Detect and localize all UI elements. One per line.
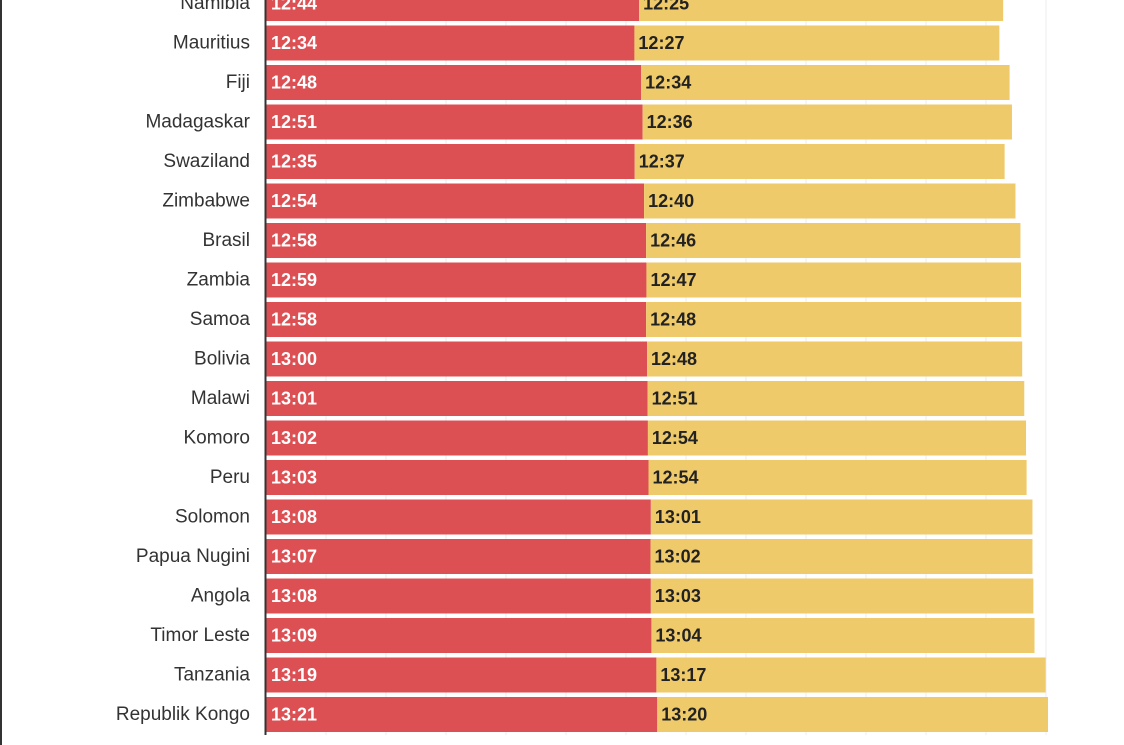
- data-label-second: 12:51: [652, 389, 698, 409]
- data-label-second: 12:34: [645, 73, 691, 93]
- bar-segment-first: [266, 183, 645, 219]
- bar-segment-first: [266, 341, 648, 377]
- bar-segment-first: [266, 65, 642, 100]
- bar-segment-first: [266, 697, 658, 732]
- bar-segment-first: [266, 104, 643, 140]
- category-label: Komoro: [183, 428, 250, 449]
- bar-segment-first: [266, 144, 635, 179]
- bar-segment-second: [647, 381, 1025, 416]
- data-label-first: 12:58: [271, 231, 317, 251]
- data-label-second: 13:20: [661, 705, 707, 725]
- category-label: Tanzania: [174, 665, 250, 686]
- data-label-second: 12:37: [639, 152, 685, 172]
- data-label-first: 12:58: [271, 310, 317, 330]
- data-label-first: 13:21: [271, 705, 317, 725]
- bar-segment-second: [650, 539, 1033, 574]
- data-label-first: 12:44: [271, 0, 317, 14]
- bar-segment-second: [642, 104, 1012, 140]
- bars: [266, 0, 1048, 732]
- data-label-second: 12:25: [643, 0, 689, 14]
- bar-segment-second: [650, 499, 1033, 535]
- bar-segment-second: [639, 0, 1004, 21]
- category-label: Swaziland: [163, 151, 250, 172]
- data-label-first: 13:19: [271, 665, 317, 685]
- category-label: Angola: [191, 586, 251, 607]
- category-label: Zimbabwe: [162, 191, 250, 212]
- bar-segment-second: [656, 657, 1046, 693]
- data-label-second: 12:46: [650, 231, 696, 251]
- bar-segment-second: [650, 578, 1034, 614]
- bar-segment-second: [657, 697, 1048, 732]
- category-label: Bolivia: [194, 349, 250, 370]
- data-label-second: 12:36: [647, 112, 693, 132]
- data-label-first: 13:02: [271, 428, 317, 448]
- bar-segment-second: [647, 341, 1023, 377]
- bar-segment-first: [266, 657, 657, 693]
- bar-segment-first: [266, 539, 651, 574]
- data-label-first: 12:35: [271, 152, 317, 172]
- data-label-second: 12:27: [638, 33, 684, 53]
- bar-segment-second: [646, 262, 1022, 298]
- category-label: Brasil: [202, 230, 250, 251]
- bar-segment-second: [646, 302, 1022, 337]
- data-label-second: 13:03: [655, 586, 701, 606]
- data-label-first: 13:07: [271, 547, 317, 567]
- bar-segment-first: [266, 302, 647, 337]
- data-label-second: 13:01: [655, 507, 701, 527]
- data-label-second: 12:48: [651, 349, 697, 369]
- bar-segment-first: [266, 499, 651, 535]
- data-label-second: 12:54: [652, 428, 698, 448]
- bar-segment-first: [266, 381, 648, 416]
- data-label-first: 12:59: [271, 270, 317, 290]
- data-label-first: 13:00: [271, 349, 317, 369]
- labels: Namibia 12:44 12:25 Mauritius 12:34 12:27 Fiji…: [116, 0, 707, 725]
- data-label-first: 13:01: [271, 389, 317, 409]
- bar-segment-second: [647, 420, 1027, 456]
- bar-segment-first: [266, 618, 652, 653]
- data-label-second: 13:17: [660, 665, 706, 685]
- bar-segment-second: [644, 183, 1016, 219]
- data-label-second: 12:48: [650, 310, 696, 330]
- data-label-second: 13:02: [655, 547, 701, 567]
- category-label: Malawi: [191, 388, 250, 409]
- bar-segment-first: [266, 223, 647, 258]
- bar-segment-first: [266, 420, 648, 456]
- data-label-first: 12:51: [271, 112, 317, 132]
- bar-segment-first: [266, 262, 647, 298]
- bar-segment-second: [634, 144, 1005, 179]
- bar-segment-second: [634, 25, 1000, 61]
- bar-segment-first: [266, 0, 640, 21]
- data-label-first: 12:54: [271, 191, 317, 211]
- category-label: Timor Leste: [150, 625, 250, 646]
- data-label-second: 12:47: [650, 270, 696, 290]
- category-label: Madagaskar: [145, 112, 250, 133]
- category-label: Peru: [210, 467, 250, 488]
- bar-segment-first: [266, 578, 651, 614]
- category-label: Solomon: [175, 507, 250, 528]
- bar-segment-second: [651, 618, 1035, 653]
- data-label-first: 13:08: [271, 586, 317, 606]
- category-label: Fiji: [226, 72, 250, 93]
- bar-segment-first: [266, 25, 635, 61]
- frame-left-border: [0, 0, 2, 745]
- category-label: Namibia: [180, 0, 250, 14]
- category-label: Republik Kongo: [116, 704, 250, 725]
- category-label: Papua Nugini: [136, 546, 250, 567]
- category-label: Samoa: [190, 309, 251, 330]
- category-label: Zambia: [187, 270, 251, 291]
- data-label-second: 12:40: [648, 191, 694, 211]
- data-label-first: 12:34: [271, 33, 317, 53]
- data-label-first: 13:03: [271, 468, 317, 488]
- data-label-second: 12:54: [653, 468, 699, 488]
- data-label-first: 13:08: [271, 507, 317, 527]
- data-label-first: 13:09: [271, 626, 317, 646]
- bar-segment-first: [266, 460, 649, 495]
- bar-segment-second: [641, 65, 1010, 100]
- data-label-first: 12:48: [271, 73, 317, 93]
- category-label: Mauritius: [173, 33, 250, 54]
- bar-segment-second: [646, 223, 1021, 258]
- bar-segment-second: [648, 460, 1027, 495]
- data-label-second: 13:04: [655, 626, 701, 646]
